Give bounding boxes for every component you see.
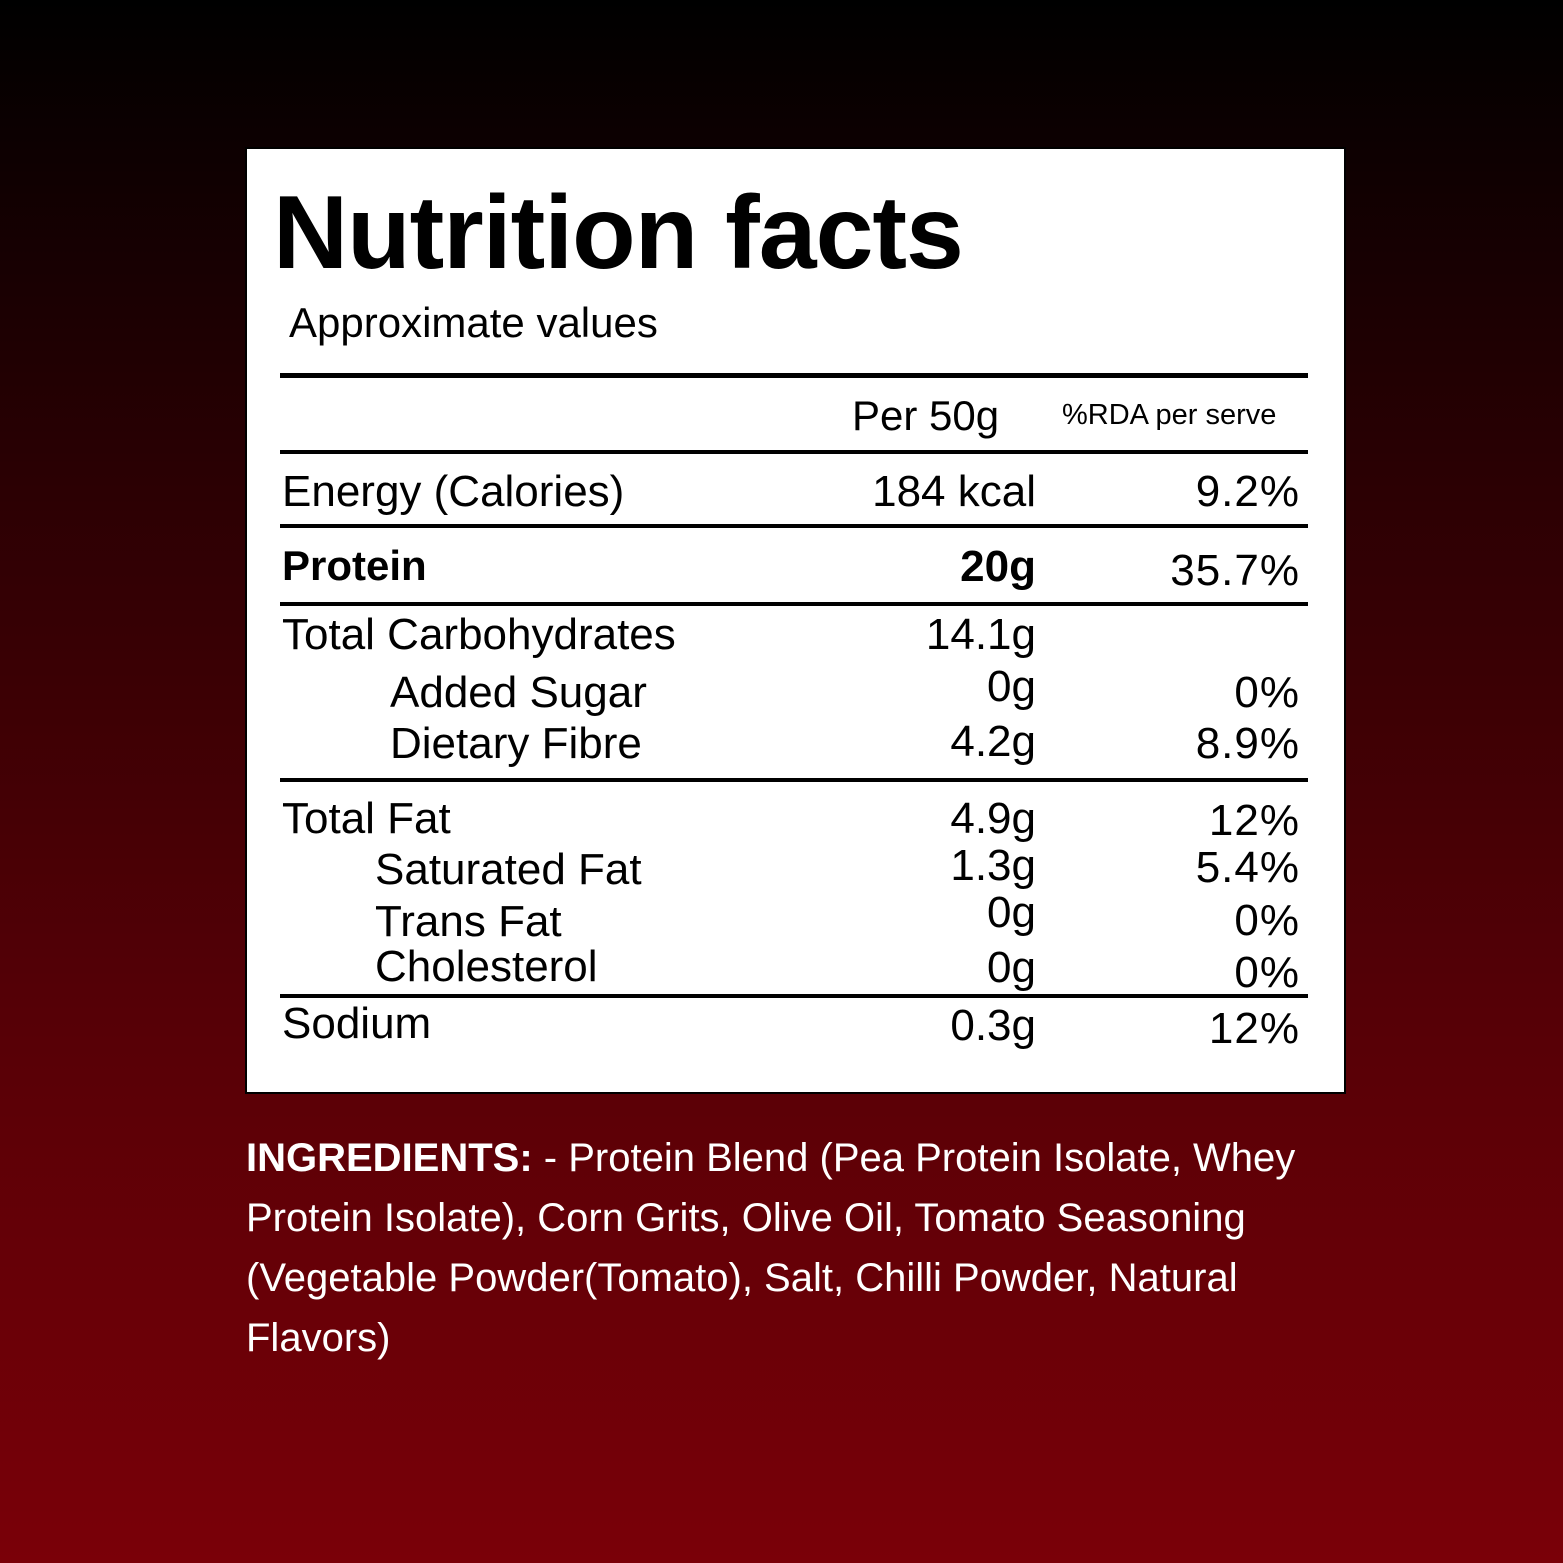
row-value-dietary-fibre: 4.2g bbox=[950, 717, 1036, 766]
nutrition-facts-panel: Nutrition facts Approximate values Per 5… bbox=[245, 147, 1346, 1094]
row-rda-dietary-fibre: 8.9% bbox=[1195, 719, 1300, 768]
divider bbox=[280, 524, 1308, 528]
row-label-trans-fat: Trans Fat bbox=[375, 897, 562, 946]
row-label-saturated-fat: Saturated Fat bbox=[375, 845, 642, 894]
row-rda-trans-fat: 0% bbox=[1234, 896, 1300, 945]
row-rda-sodium: 12% bbox=[1208, 1004, 1300, 1053]
ingredients-list: - Protein Blend (Pea Protein Isolate, Wh… bbox=[246, 1136, 1296, 1360]
row-value-protein: 20g bbox=[960, 542, 1036, 591]
row-label-protein: Protein bbox=[282, 542, 427, 589]
row-rda-energy: 9.2% bbox=[1195, 467, 1300, 516]
row-value-cholesterol: 0g bbox=[987, 943, 1036, 992]
row-value-energy: 184 kcal bbox=[872, 467, 1036, 516]
row-label-sodium: Sodium bbox=[282, 999, 432, 1048]
row-value-saturated-fat: 1.3g bbox=[950, 841, 1036, 890]
divider bbox=[280, 373, 1308, 378]
row-value-sodium: 0.3g bbox=[950, 1001, 1036, 1050]
divider bbox=[280, 450, 1308, 454]
row-value-carbohydrates: 14.1g bbox=[925, 610, 1036, 659]
row-value-total-fat: 4.9g bbox=[950, 794, 1036, 843]
row-label-cholesterol: Cholesterol bbox=[375, 942, 598, 991]
divider bbox=[280, 994, 1308, 998]
row-label-carbohydrates: Total Carbohydrates bbox=[282, 610, 676, 659]
ingredients-heading: INGREDIENTS: bbox=[246, 1136, 533, 1180]
row-rda-saturated-fat: 5.4% bbox=[1195, 843, 1300, 892]
row-rda-cholesterol: 0% bbox=[1234, 948, 1300, 997]
column-header-rda: %RDA per serve bbox=[1062, 399, 1277, 431]
row-label-added-sugar: Added Sugar bbox=[390, 668, 647, 717]
column-header-per-serving: Per 50g bbox=[852, 392, 1000, 439]
nutrition-title: Nutrition facts bbox=[273, 175, 964, 291]
row-label-total-fat: Total Fat bbox=[282, 794, 451, 843]
divider bbox=[280, 778, 1308, 782]
row-value-trans-fat: 0g bbox=[987, 888, 1036, 937]
ingredients-text: INGREDIENTS: - Protein Blend (Pea Protei… bbox=[246, 1128, 1326, 1368]
divider bbox=[280, 602, 1308, 606]
row-label-dietary-fibre: Dietary Fibre bbox=[390, 719, 642, 768]
row-value-added-sugar: 0g bbox=[987, 662, 1036, 711]
row-rda-total-fat: 12% bbox=[1208, 796, 1300, 845]
row-rda-added-sugar: 0% bbox=[1234, 668, 1300, 717]
row-label-energy: Energy (Calories) bbox=[282, 467, 625, 516]
row-rda-protein: 35.7% bbox=[1170, 546, 1300, 595]
nutrition-subtitle: Approximate values bbox=[289, 299, 658, 346]
